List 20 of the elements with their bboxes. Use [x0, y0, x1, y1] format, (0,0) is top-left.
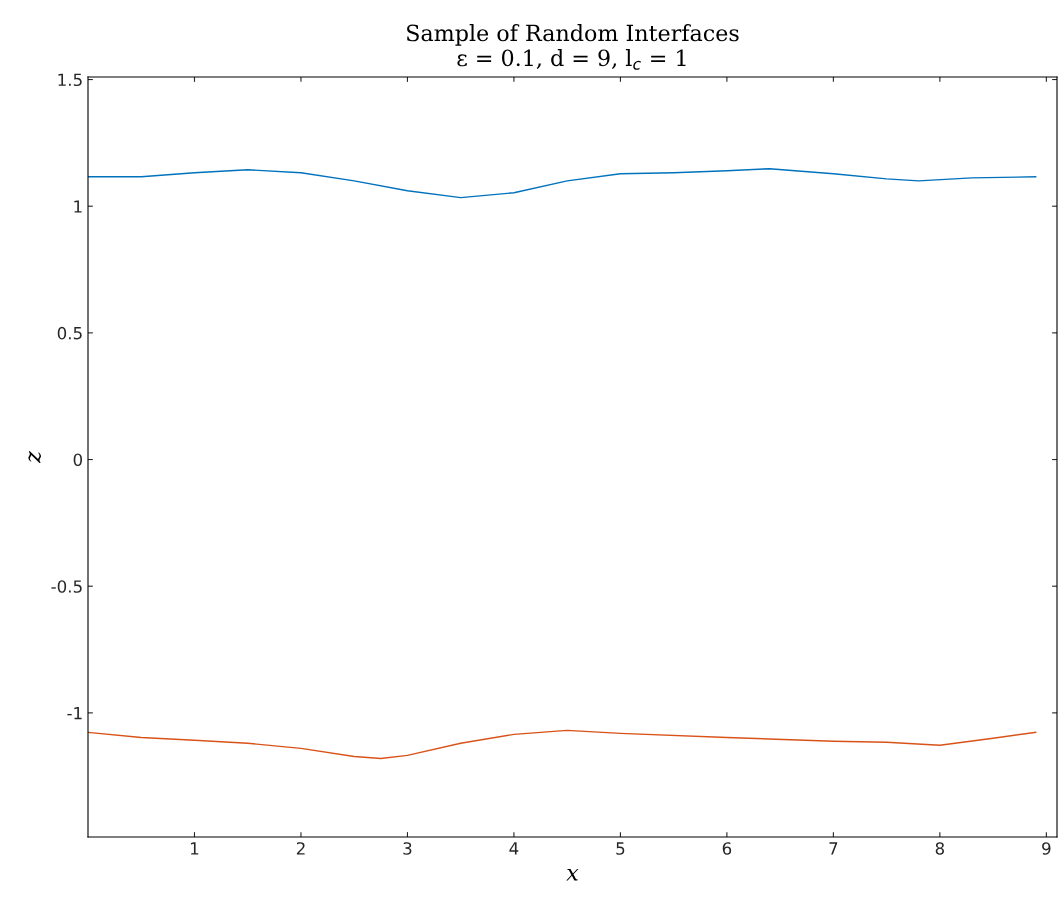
x-tick-label: 5 [616, 842, 625, 855]
chart-title: Sample of Random Interfaces ε = 0.1, d = 9, l$_{c}$ = 1 [407, 24, 739, 70]
x-tick-label: 2 [296, 842, 305, 855]
y-tick-label: -0.5 [51, 580, 82, 593]
y-tick-label: 0.5 [57, 326, 82, 340]
x-axis-title: x [566, 868, 579, 881]
x-tick-label: 6 [722, 842, 732, 855]
y-axis-title: z [28, 451, 42, 464]
y-tick-label: -1 [67, 707, 82, 720]
x-tick-label: 4 [509, 842, 519, 855]
x-tick-label: 9 [1042, 842, 1051, 855]
y-tick-label: 1.5 [58, 73, 82, 87]
x-tick-label: 3 [403, 842, 412, 855]
line-series [88, 168, 1037, 199]
x-tick-label: 1 [191, 842, 199, 855]
y-tick-label: 1 [74, 200, 82, 213]
y-tick-label: 0 [73, 453, 83, 467]
x-tick-label: 7 [829, 842, 838, 855]
x-tick-label: 8 [935, 842, 945, 855]
line-series [88, 729, 1037, 760]
